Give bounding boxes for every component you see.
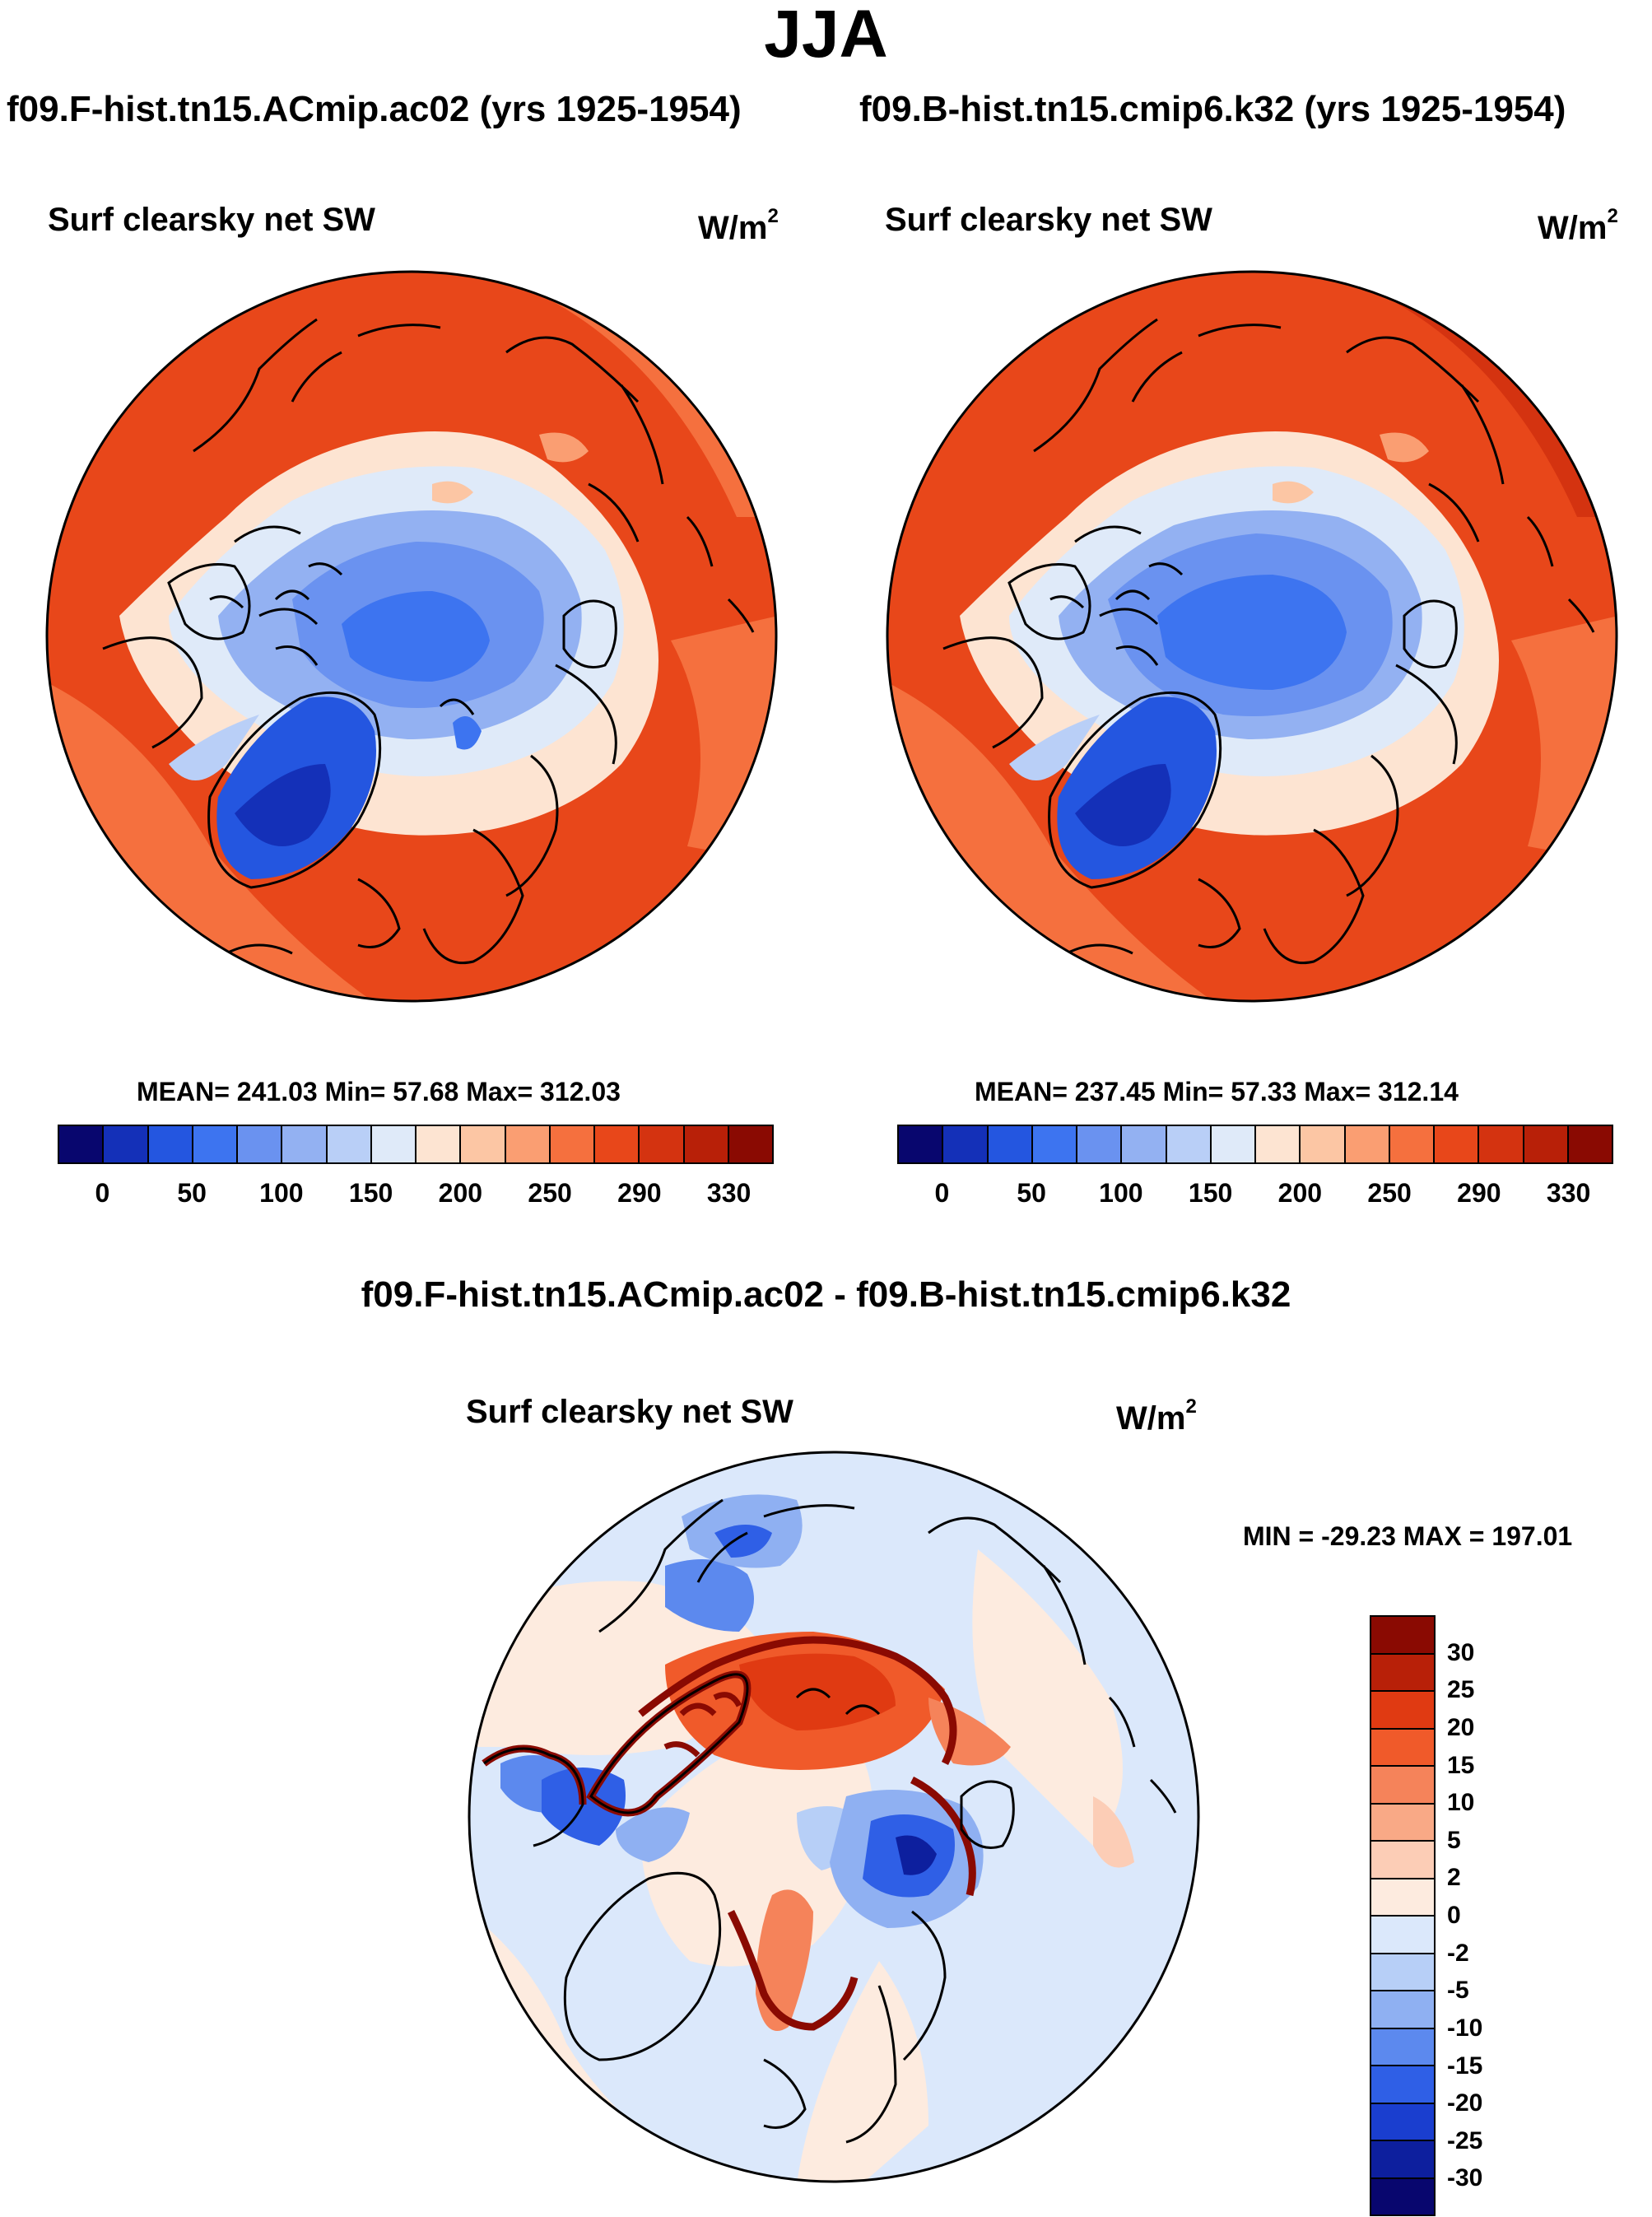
colorbar-swatch [1166, 1126, 1212, 1162]
colorbar-tick-label: -15 [1447, 2052, 1483, 2080]
colorbar-tick-label: 100 [259, 1178, 304, 1208]
colorbar-swatch [1371, 2103, 1434, 2141]
colorbar-swatch [550, 1126, 595, 1162]
colorbar-swatch [1371, 1617, 1434, 1655]
colorbar-swatch [148, 1126, 193, 1162]
colorbar-swatch [1371, 2178, 1434, 2215]
colorbar-swatch [1301, 1126, 1346, 1162]
colorbar-swatch [505, 1126, 551, 1162]
colorbar-swatch [1435, 1126, 1480, 1162]
colorbar-swatch [1371, 1767, 1434, 1805]
colorbar-swatch [1122, 1126, 1167, 1162]
diff-variable-label: Surf clearsky net SW [466, 1394, 793, 1430]
right-polar-map [886, 270, 1618, 1003]
colorbar-tick-label: 100 [1099, 1178, 1143, 1208]
colorbar-tick-label: -20 [1447, 2089, 1483, 2117]
diff-units-label: W/m2 [1116, 1395, 1197, 1437]
left-colorbar [58, 1125, 774, 1164]
colorbar-swatch [728, 1126, 772, 1162]
left-units-label: W/m2 [698, 205, 779, 247]
colorbar-swatch [327, 1126, 372, 1162]
colorbar-tick-label: 250 [1367, 1178, 1412, 1208]
left-variable-label: Surf clearsky net SW [48, 202, 375, 238]
colorbar-tick-label: 290 [1457, 1178, 1501, 1208]
colorbar-tick-label: -2 [1447, 1939, 1469, 1967]
colorbar-tick-label: 5 [1447, 1826, 1461, 1854]
colorbar-swatch [943, 1126, 989, 1162]
right-units-label: W/m2 [1538, 205, 1618, 247]
colorbar-tick-label: 250 [528, 1178, 572, 1208]
colorbar-swatch [1077, 1126, 1123, 1162]
colorbar-swatch [193, 1126, 238, 1162]
colorbar-swatch [416, 1126, 462, 1162]
colorbar-tick-label: 30 [1447, 1638, 1475, 1666]
left-polar-map [45, 270, 778, 1003]
colorbar-swatch [1371, 1879, 1434, 1917]
figure-title: JJA [764, 0, 888, 72]
right-stats: MEAN= 237.45 Min= 57.33 Max= 312.14 [975, 1077, 1459, 1106]
right-case-title: f09.B-hist.tn15.cmip6.k32 (yrs 1925-1954… [859, 89, 1566, 129]
colorbar-tick-label: -25 [1447, 2126, 1483, 2154]
left-stats: MEAN= 241.03 Min= 57.68 Max= 312.03 [137, 1077, 621, 1106]
colorbar-tick-label: -30 [1447, 2164, 1483, 2192]
colorbar-swatch [1371, 1917, 1434, 1954]
colorbar-swatch [1371, 1692, 1434, 1730]
colorbar-swatch [1568, 1126, 1612, 1162]
colorbar-swatch [1524, 1126, 1569, 1162]
colorbar-tick-label: 290 [617, 1178, 662, 1208]
colorbar-tick-label: 330 [1546, 1178, 1591, 1208]
colorbar-tick-label: 0 [1447, 1902, 1461, 1929]
colorbar-swatch [1389, 1126, 1435, 1162]
colorbar-swatch [1345, 1126, 1390, 1162]
colorbar-tick-label: 10 [1447, 1789, 1475, 1817]
colorbar-swatch [238, 1126, 283, 1162]
colorbar-tick-label: 150 [1188, 1178, 1233, 1208]
colorbar-tick-label: 20 [1447, 1713, 1475, 1741]
diff-minmax: MIN = -29.23 MAX = 197.01 [1243, 1521, 1573, 1551]
colorbar-tick-label: -10 [1447, 2014, 1483, 2042]
colorbar-tick-label: 25 [1447, 1676, 1475, 1704]
colorbar-swatch [1479, 1126, 1524, 1162]
right-variable-label: Surf clearsky net SW [885, 202, 1212, 238]
colorbar-tick-label: -5 [1447, 1977, 1469, 2005]
colorbar-tick-label: 330 [706, 1178, 752, 1208]
colorbar-swatch [1371, 1842, 1434, 1879]
left-case-title: f09.F-hist.tn15.ACmip.ac02 (yrs 1925-195… [7, 89, 742, 129]
colorbar-swatch [1371, 2141, 1434, 2179]
colorbar-swatch [1371, 1729, 1434, 1767]
colorbar-swatch [371, 1126, 416, 1162]
colorbar-swatch [595, 1126, 640, 1162]
difference-polar-map [468, 1451, 1200, 2183]
colorbar-tick-label: 0 [934, 1178, 950, 1208]
colorbar-tick-label: 50 [177, 1178, 207, 1208]
colorbar-tick-label: 50 [1017, 1178, 1046, 1208]
colorbar-tick-label: 200 [438, 1178, 483, 1208]
colorbar-swatch [899, 1126, 944, 1162]
colorbar-swatch [1032, 1126, 1077, 1162]
colorbar-swatch [104, 1126, 149, 1162]
colorbar-swatch [282, 1126, 328, 1162]
colorbar-swatch [1371, 2028, 1434, 2066]
colorbar-swatch [59, 1126, 105, 1162]
colorbar-swatch [1256, 1126, 1301, 1162]
colorbar-swatch [1371, 1954, 1434, 1991]
right-colorbar [897, 1125, 1613, 1164]
colorbar-swatch [461, 1126, 506, 1162]
diff-colorbar [1370, 1615, 1436, 2216]
colorbar-tick-label: 15 [1447, 1751, 1475, 1779]
colorbar-swatch [640, 1126, 685, 1162]
colorbar-tick-label: 150 [348, 1178, 393, 1208]
colorbar-tick-label: 0 [95, 1178, 110, 1208]
colorbar-tick-label: 200 [1277, 1178, 1323, 1208]
colorbar-swatch [1371, 1654, 1434, 1692]
colorbar-swatch [1371, 2066, 1434, 2104]
colorbar-tick-label: 2 [1447, 1864, 1461, 1892]
colorbar-swatch [684, 1126, 729, 1162]
colorbar-swatch [1371, 1804, 1434, 1842]
colorbar-swatch [988, 1126, 1033, 1162]
difference-title: f09.F-hist.tn15.ACmip.ac02 - f09.B-hist.… [361, 1274, 1291, 1315]
colorbar-swatch [1371, 1991, 1434, 2029]
colorbar-swatch [1211, 1126, 1256, 1162]
